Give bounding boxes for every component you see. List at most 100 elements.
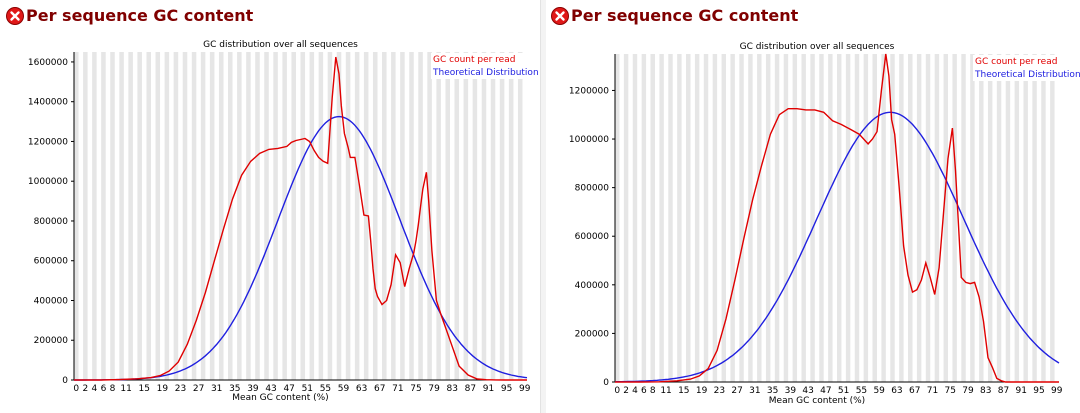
- x-tick-label: 43: [802, 386, 813, 396]
- x-tick-label: 87: [465, 384, 476, 394]
- stripe: [517, 52, 523, 380]
- x-tick-label: 19: [696, 386, 708, 396]
- y-tick-label: 800000: [34, 217, 69, 227]
- heading-text: Per sequence GC content: [26, 6, 254, 25]
- stripe: [83, 52, 88, 380]
- stripe: [499, 52, 505, 380]
- x-tick-label: 75: [944, 386, 955, 396]
- stripe: [74, 52, 79, 380]
- stripe: [979, 54, 984, 382]
- x-tick-label: 0: [73, 384, 79, 394]
- stripe: [400, 52, 405, 380]
- stripe: [632, 54, 638, 382]
- stripe: [92, 52, 97, 380]
- x-tick-label: 2: [82, 384, 88, 394]
- stripe: [792, 54, 798, 382]
- x-tick-label: 43: [265, 384, 276, 394]
- y-tick-label: 1000000: [569, 135, 609, 145]
- chart-title: GC distribution over all sequences: [740, 42, 895, 52]
- stripe: [748, 54, 753, 382]
- x-tick-label: 71: [927, 386, 938, 396]
- x-tick-label: 11: [120, 384, 131, 394]
- stripe: [246, 52, 251, 380]
- stripe: [345, 52, 351, 380]
- x-tick-label: 83: [980, 386, 991, 396]
- stripe: [327, 52, 333, 380]
- x-tick-label: 35: [767, 386, 778, 396]
- stripe: [146, 52, 152, 380]
- stripe: [783, 54, 789, 382]
- y-tick-label: 400000: [575, 281, 610, 291]
- x-tick-label: 31: [749, 386, 760, 396]
- stripe: [721, 54, 726, 382]
- x-tick-label: 8: [110, 384, 116, 394]
- stripe: [354, 52, 360, 380]
- chart-title: GC distribution over all sequences: [203, 40, 358, 50]
- stripe: [890, 54, 895, 382]
- stripe: [391, 52, 396, 380]
- x-tick-label: 75: [410, 384, 421, 394]
- stripe: [828, 54, 833, 382]
- gc-content-chart: 0200000400000600000800000100000012000000…: [569, 42, 1080, 406]
- stripe: [757, 54, 762, 382]
- stripe: [872, 54, 877, 382]
- stripe: [987, 54, 993, 382]
- stripe: [481, 52, 487, 380]
- x-tick-label: 99: [519, 384, 531, 394]
- stripe: [1014, 54, 1020, 382]
- stripe: [623, 54, 629, 382]
- x-tick-label: 51: [302, 384, 313, 394]
- y-tick-label: 400000: [34, 296, 69, 306]
- x-tick-label: 11: [660, 386, 671, 396]
- stripe: [300, 52, 306, 380]
- stripe: [273, 52, 278, 380]
- stripe: [943, 54, 948, 382]
- x-tick-label: 6: [641, 386, 647, 396]
- stripe: [372, 52, 378, 380]
- stripe: [615, 54, 620, 382]
- stripe: [463, 52, 469, 380]
- stripe: [925, 54, 931, 382]
- stripe: [1041, 54, 1046, 382]
- stripe: [264, 52, 269, 380]
- legend-item: GC count per read: [975, 57, 1057, 67]
- x-tick-label: 4: [92, 384, 98, 394]
- y-axis: 0 200000 400000 600000 800000 1000000 1200000: [569, 86, 615, 388]
- series-line-gc-count-per-read: [74, 56, 527, 381]
- stripe: [819, 54, 824, 382]
- x-tick-label: 67: [909, 386, 920, 396]
- stripe: [454, 52, 460, 380]
- x-tick-label: 95: [501, 384, 512, 394]
- x-tick-label: 6: [101, 384, 107, 394]
- stripe: [908, 54, 913, 382]
- x-tick-label: 2: [623, 386, 629, 396]
- x-tick-label: 8: [650, 386, 656, 396]
- stripe: [445, 52, 450, 380]
- stripe: [916, 54, 922, 382]
- stripe: [996, 54, 1002, 382]
- x-tick-label: 27: [193, 384, 204, 394]
- chart-panel-left: Per sequence GC content 0 200000 400000 600…: [6, 6, 539, 403]
- x-tick-label: 35: [229, 384, 240, 394]
- legend-item: Theoretical Distribution: [432, 68, 539, 78]
- y-tick-label: 0: [603, 378, 609, 388]
- x-tick-label: 63: [891, 386, 902, 396]
- x-tick-label: 23: [714, 386, 725, 396]
- stripe: [1050, 54, 1055, 382]
- stripe: [336, 52, 342, 380]
- x-axis-label: Mean GC content (%): [769, 396, 865, 406]
- x-tick-label: 95: [1033, 386, 1044, 396]
- x-tick-label: 55: [856, 386, 867, 396]
- x-tick-label: 79: [962, 386, 974, 396]
- stripe: [739, 54, 744, 382]
- y-tick-label: 1200000: [28, 137, 68, 147]
- stripe: [418, 52, 423, 380]
- stripe: [218, 52, 224, 380]
- stripe: [952, 54, 957, 382]
- stripe: [863, 54, 869, 382]
- stripe: [837, 54, 842, 382]
- stripe: [810, 54, 815, 382]
- stripe: [282, 52, 287, 380]
- stripe: [854, 54, 860, 382]
- stripe: [712, 54, 718, 382]
